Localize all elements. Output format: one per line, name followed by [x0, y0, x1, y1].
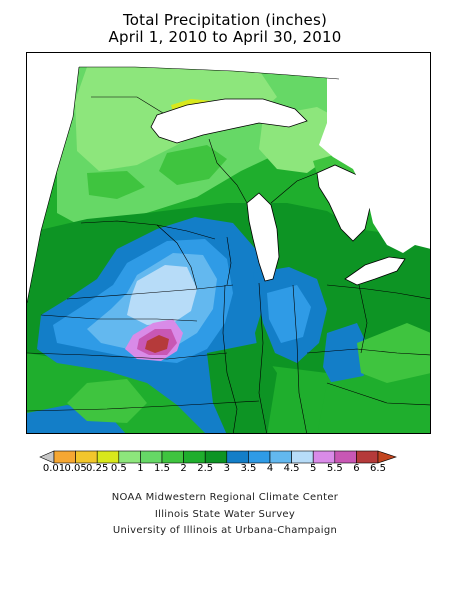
legend-tick-label: 4.5 [283, 463, 300, 474]
legend-swatch-5 [140, 450, 163, 464]
legend-tick-label: 0.25 [86, 463, 109, 474]
legend-swatch-9 [226, 450, 249, 464]
precipitation-map [26, 52, 431, 434]
legend-swatch-3 [96, 450, 120, 464]
legend-swatch-7 [183, 450, 206, 464]
legend-swatch-above-max [377, 450, 397, 464]
legend-swatch-2 [75, 450, 98, 464]
legend-swatch-13 [312, 450, 336, 464]
legend-tick-label: 5 [310, 463, 317, 474]
legend-swatch-1 [53, 450, 76, 464]
legend-tick-label: 4 [266, 463, 274, 474]
legend-tick-label: 1.5 [154, 463, 170, 474]
credit-noaa: NOAA Midwestern Regional Climate Center [111, 492, 339, 503]
legend-swatch-6 [161, 450, 184, 464]
precipitation-map-graphic [27, 53, 430, 433]
legend-swatch-11 [269, 450, 292, 464]
legend-swatch-4 [118, 450, 141, 464]
credit-uiuc: University of Illinois at Urbana-Champai… [112, 525, 338, 536]
legend-swatch-15 [356, 450, 379, 464]
legend-tick-label: 3 [223, 463, 230, 474]
legend-swatch-12 [291, 450, 314, 464]
legend-tick-label: 6.5 [370, 463, 386, 474]
legend-swatch-below-min [39, 450, 55, 464]
legend-tick-label: 0.5 [110, 463, 127, 474]
credit-isws: Illinois State Water Survey [154, 509, 296, 520]
legend-swatch-10 [248, 450, 271, 464]
precipitation-legend: 0.01 0.05 0.25 0.5 1 1.5 2 2.5 3 3.5 4 4… [39, 450, 410, 481]
legend-color-bar [39, 450, 397, 464]
map-date-range: April 1, 2010 to April 30, 2010 [108, 28, 342, 46]
legend-tick-label: 0.05 [64, 463, 87, 474]
legend-tick-label: 1 [137, 463, 144, 474]
legend-tick-label: 0.01 [42, 463, 66, 474]
legend-swatch-8 [204, 450, 228, 464]
legend-tick-label: 6 [353, 463, 360, 474]
legend-tick-label: 2.5 [197, 463, 214, 474]
legend-tick-label: 5.5 [326, 463, 343, 474]
legend-tick-label: 3.5 [240, 463, 257, 474]
map-title: Total Precipitation (inches) [122, 11, 328, 29]
legend-tick-label: 2 [180, 463, 187, 474]
legend-swatch-14 [334, 450, 357, 464]
